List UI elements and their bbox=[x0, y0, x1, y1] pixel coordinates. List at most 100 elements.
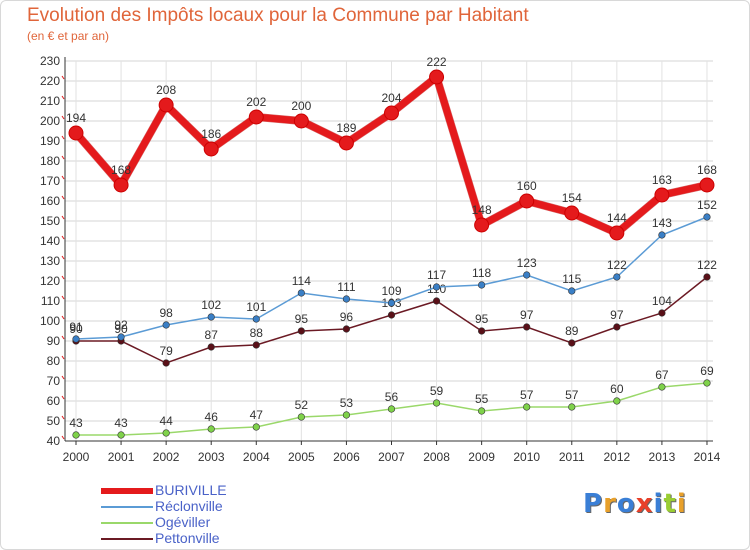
data-label: 104 bbox=[652, 294, 672, 308]
y-minor-tick bbox=[61, 275, 65, 280]
y-tick-label: 160 bbox=[40, 194, 60, 208]
legend-label: Réclonville bbox=[155, 498, 223, 514]
data-label: 115 bbox=[562, 272, 581, 286]
data-point bbox=[568, 287, 576, 295]
x-tick-label: 2012 bbox=[603, 450, 630, 464]
y-minor-tick bbox=[61, 175, 65, 180]
chart-title: Evolution des Impôts locaux pour la Comm… bbox=[27, 5, 529, 26]
y-minor-tick bbox=[61, 235, 65, 240]
data-point bbox=[658, 309, 666, 317]
data-label: 91 bbox=[69, 320, 83, 334]
legend-label: BURIVILLE bbox=[155, 482, 227, 498]
data-point bbox=[658, 383, 666, 391]
y-minor-tick bbox=[61, 115, 65, 120]
data-point bbox=[387, 405, 396, 413]
y-tick-label: 50 bbox=[47, 414, 61, 428]
x-tick-label: 2008 bbox=[423, 450, 450, 464]
y-minor-tick bbox=[61, 255, 65, 260]
y-tick-label: 210 bbox=[40, 94, 60, 108]
data-label: 44 bbox=[159, 414, 173, 428]
data-point bbox=[609, 225, 625, 241]
data-point bbox=[703, 273, 711, 281]
y-tick-label: 90 bbox=[47, 334, 61, 348]
y-tick-label: 200 bbox=[40, 114, 60, 128]
data-point bbox=[523, 403, 531, 411]
x-tick-label: 2005 bbox=[288, 450, 315, 464]
data-point bbox=[207, 343, 215, 351]
data-point bbox=[297, 413, 305, 421]
data-point bbox=[432, 297, 441, 305]
data-label: 163 bbox=[652, 173, 672, 187]
data-label: 186 bbox=[201, 127, 221, 141]
data-label: 47 bbox=[250, 408, 264, 422]
x-tick-label: 2000 bbox=[63, 450, 90, 464]
data-label: 88 bbox=[250, 326, 264, 340]
y-minor-tick bbox=[61, 295, 65, 300]
y-tick-label: 220 bbox=[40, 74, 60, 88]
y-minor-tick bbox=[61, 395, 65, 400]
data-label: 43 bbox=[69, 416, 83, 430]
data-label: 102 bbox=[201, 298, 221, 312]
data-label: 57 bbox=[520, 388, 534, 402]
x-tick-label: 2007 bbox=[378, 450, 405, 464]
data-label: 122 bbox=[697, 258, 717, 272]
data-label: 148 bbox=[472, 203, 492, 217]
x-tick-label: 2006 bbox=[333, 450, 360, 464]
data-label: 97 bbox=[520, 308, 534, 322]
data-point bbox=[523, 271, 531, 279]
y-tick-label: 120 bbox=[40, 274, 60, 288]
x-tick-label: 2014 bbox=[694, 450, 721, 464]
data-point bbox=[654, 187, 670, 203]
data-point bbox=[703, 379, 711, 387]
data-label: 194 bbox=[66, 111, 86, 125]
grid bbox=[65, 60, 713, 442]
data-label: 109 bbox=[381, 284, 401, 298]
data-label: 222 bbox=[427, 55, 447, 69]
legend-swatch bbox=[101, 488, 153, 494]
y-tick-label: 140 bbox=[40, 234, 60, 248]
y-minor-tick bbox=[61, 335, 65, 340]
data-point bbox=[162, 429, 170, 437]
data-label: 95 bbox=[295, 312, 309, 326]
data-label: 200 bbox=[291, 99, 311, 113]
data-label: 168 bbox=[111, 163, 131, 177]
data-point bbox=[342, 295, 351, 303]
y-tick-label: 80 bbox=[47, 354, 61, 368]
x-tick-label: 2011 bbox=[559, 450, 585, 464]
x-tick-label: 2010 bbox=[513, 450, 540, 464]
data-label: 92 bbox=[114, 318, 128, 332]
data-point bbox=[387, 299, 396, 307]
data-label: 144 bbox=[607, 211, 627, 225]
data-label: 69 bbox=[700, 364, 714, 378]
y-tick-label: 70 bbox=[47, 374, 61, 388]
y-minor-tick bbox=[61, 415, 65, 420]
data-label: 90 bbox=[69, 322, 83, 336]
data-point bbox=[383, 105, 399, 121]
data-point bbox=[68, 125, 84, 141]
logo-letter: t bbox=[663, 489, 677, 519]
legend-swatch bbox=[101, 538, 153, 540]
y-minor-tick bbox=[61, 95, 65, 100]
logo-letter: o bbox=[616, 489, 636, 519]
data-point bbox=[703, 213, 711, 221]
data-label: 59 bbox=[430, 384, 444, 398]
logo-letter: i bbox=[676, 489, 687, 519]
data-label: 60 bbox=[610, 382, 624, 396]
data-point bbox=[252, 315, 260, 323]
data-point bbox=[207, 313, 215, 321]
data-label: 154 bbox=[562, 191, 582, 205]
data-label: 46 bbox=[205, 410, 219, 424]
data-point bbox=[162, 321, 170, 329]
data-label: 95 bbox=[475, 312, 489, 326]
data-point bbox=[162, 359, 170, 367]
y-tick-label: 190 bbox=[40, 134, 60, 148]
data-point bbox=[478, 281, 486, 289]
data-point bbox=[338, 135, 354, 151]
data-point bbox=[342, 325, 351, 333]
logo-letter: x bbox=[635, 489, 654, 519]
data-point bbox=[699, 177, 715, 193]
data-label: 202 bbox=[246, 95, 266, 109]
y-minor-tick bbox=[61, 75, 65, 80]
series-pettonville: 9090798788959610311095978997104122 bbox=[69, 258, 717, 367]
